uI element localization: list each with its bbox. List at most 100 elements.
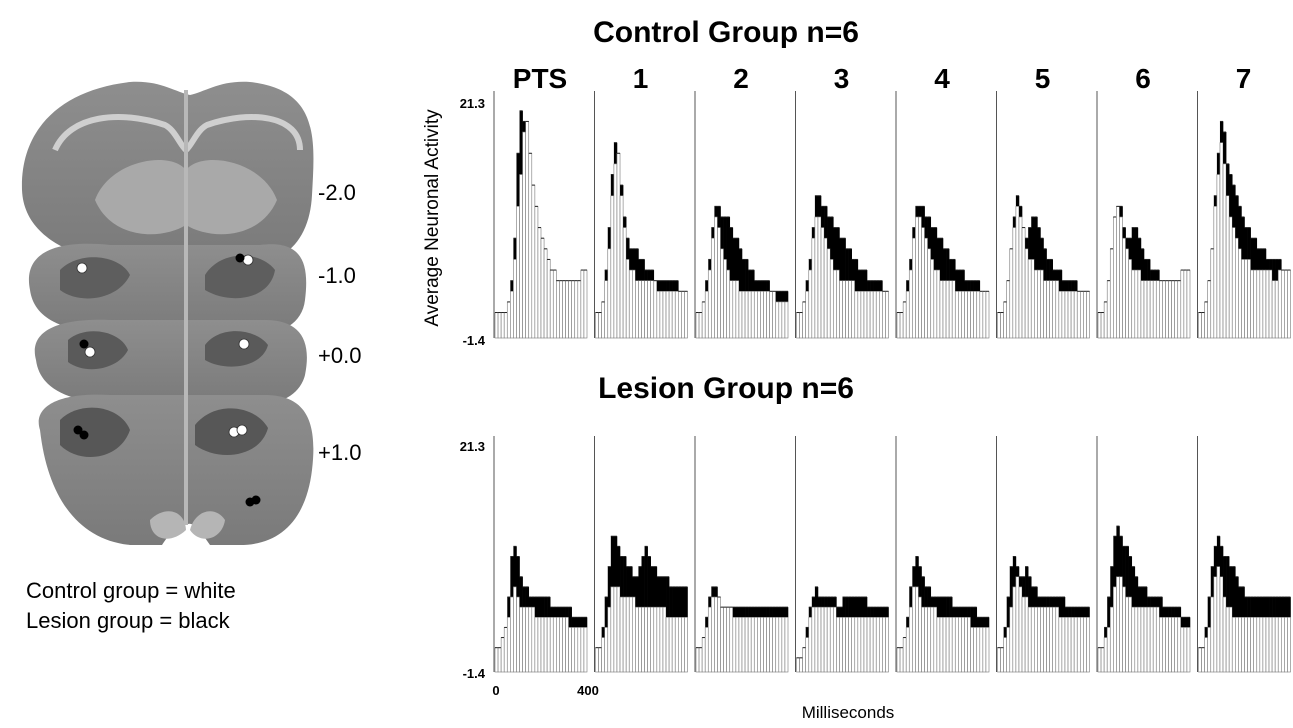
baseline-bar — [808, 269, 813, 339]
response-bar — [669, 586, 673, 618]
baseline-bar — [1006, 280, 1011, 339]
baseline-bar — [1247, 616, 1251, 673]
baseline-bar — [662, 290, 667, 339]
y-tick-bottom-control: -1.4 — [463, 333, 486, 348]
baseline-bar — [1216, 566, 1221, 673]
baseline-bar — [662, 606, 667, 673]
baseline-bar — [1137, 606, 1142, 673]
response-bar — [961, 270, 965, 292]
response-bar — [757, 280, 761, 292]
response-bar — [817, 597, 822, 608]
response-bar — [1034, 216, 1038, 271]
session-label-PTS: PTS — [513, 63, 567, 94]
response-bar — [1034, 586, 1038, 608]
response-bar — [784, 607, 789, 618]
baseline-bar — [595, 312, 599, 339]
baseline-bar — [650, 280, 655, 339]
response-bar — [656, 576, 661, 608]
baseline-bar — [1171, 280, 1175, 339]
baseline-bar — [1268, 269, 1273, 339]
response-bar — [967, 280, 971, 292]
response-bar — [921, 576, 925, 608]
baseline-bar — [951, 616, 956, 673]
response-bar — [745, 607, 749, 618]
baseline-bar — [607, 606, 612, 673]
panel-control-4 — [895, 91, 990, 339]
baseline-bar — [1149, 280, 1154, 339]
response-bar — [1140, 248, 1145, 281]
baseline-bar — [802, 301, 806, 339]
response-bar — [635, 248, 639, 281]
y-tick-top-control: 21.3 — [460, 96, 485, 111]
baseline-bar — [1140, 606, 1145, 673]
response-bar — [641, 556, 645, 608]
baseline-bar — [704, 627, 709, 673]
baseline-bar — [1076, 290, 1081, 339]
response-bar — [711, 227, 715, 239]
response-bar — [1015, 195, 1020, 207]
baseline-bar — [799, 657, 803, 673]
baseline-bar — [574, 280, 579, 339]
response-bar — [1028, 227, 1032, 260]
histogram-panels — [493, 91, 1291, 673]
baseline-bar — [872, 290, 877, 339]
response-bar — [833, 597, 837, 608]
response-bar — [873, 607, 877, 618]
response-bar — [1272, 597, 1276, 618]
response-bar — [738, 607, 743, 618]
response-bar — [946, 597, 950, 618]
baseline-bar — [1256, 616, 1261, 673]
response-bar — [720, 216, 724, 249]
baseline-bar — [915, 216, 919, 339]
baseline-bar — [954, 616, 959, 673]
baseline-bar — [613, 163, 618, 339]
histogram-chart: Control Group n=6 Lesion Group n=6 Avera… — [422, 16, 1291, 722]
baseline-bar — [902, 637, 907, 673]
baseline-bar — [607, 248, 612, 339]
response-bar — [973, 607, 978, 628]
baseline-bar — [714, 216, 718, 339]
baseline-bar — [565, 616, 569, 673]
baseline-bar — [562, 280, 566, 339]
baseline-bar — [556, 616, 560, 673]
response-bar — [1204, 627, 1208, 638]
baseline-bar — [1000, 647, 1004, 673]
baseline-bar — [1083, 290, 1087, 339]
baseline-bar — [1097, 647, 1102, 673]
coordinate-label-4: +1.0 — [318, 440, 362, 465]
response-bar — [781, 607, 786, 618]
baseline-bar — [921, 227, 925, 339]
response-bar — [620, 185, 624, 196]
baseline-bar — [829, 606, 834, 673]
response-bar — [675, 586, 679, 618]
response-bar — [647, 556, 651, 608]
response-bar — [842, 597, 846, 618]
baseline-bar — [729, 280, 734, 339]
baseline-bar — [1171, 616, 1175, 673]
baseline-bar — [1234, 616, 1239, 673]
baseline-bar — [814, 606, 819, 673]
baseline-bar — [796, 657, 800, 673]
baseline-bar — [967, 616, 971, 673]
response-bar — [669, 280, 673, 292]
response-bar — [1269, 597, 1273, 618]
baseline-bar — [1159, 280, 1163, 339]
baseline-bar — [698, 647, 703, 673]
response-bar — [547, 597, 551, 618]
response-bar — [1153, 597, 1157, 608]
response-bar — [714, 206, 718, 217]
baseline-bar — [580, 627, 585, 673]
response-bar — [1150, 597, 1154, 608]
baseline-bar — [510, 290, 514, 339]
baseline-bar — [826, 606, 831, 673]
baseline-bar — [817, 216, 822, 339]
baseline-bar — [1213, 206, 1218, 339]
baseline-bar — [1143, 606, 1148, 673]
response-bar — [760, 280, 764, 292]
y-tick-top-lesion: 21.3 — [460, 439, 485, 454]
response-bar — [726, 216, 731, 271]
panel-lesion-1 — [594, 436, 688, 673]
baseline-bar — [556, 280, 560, 339]
baseline-bar — [747, 616, 752, 673]
panel-control-2 — [694, 91, 789, 339]
